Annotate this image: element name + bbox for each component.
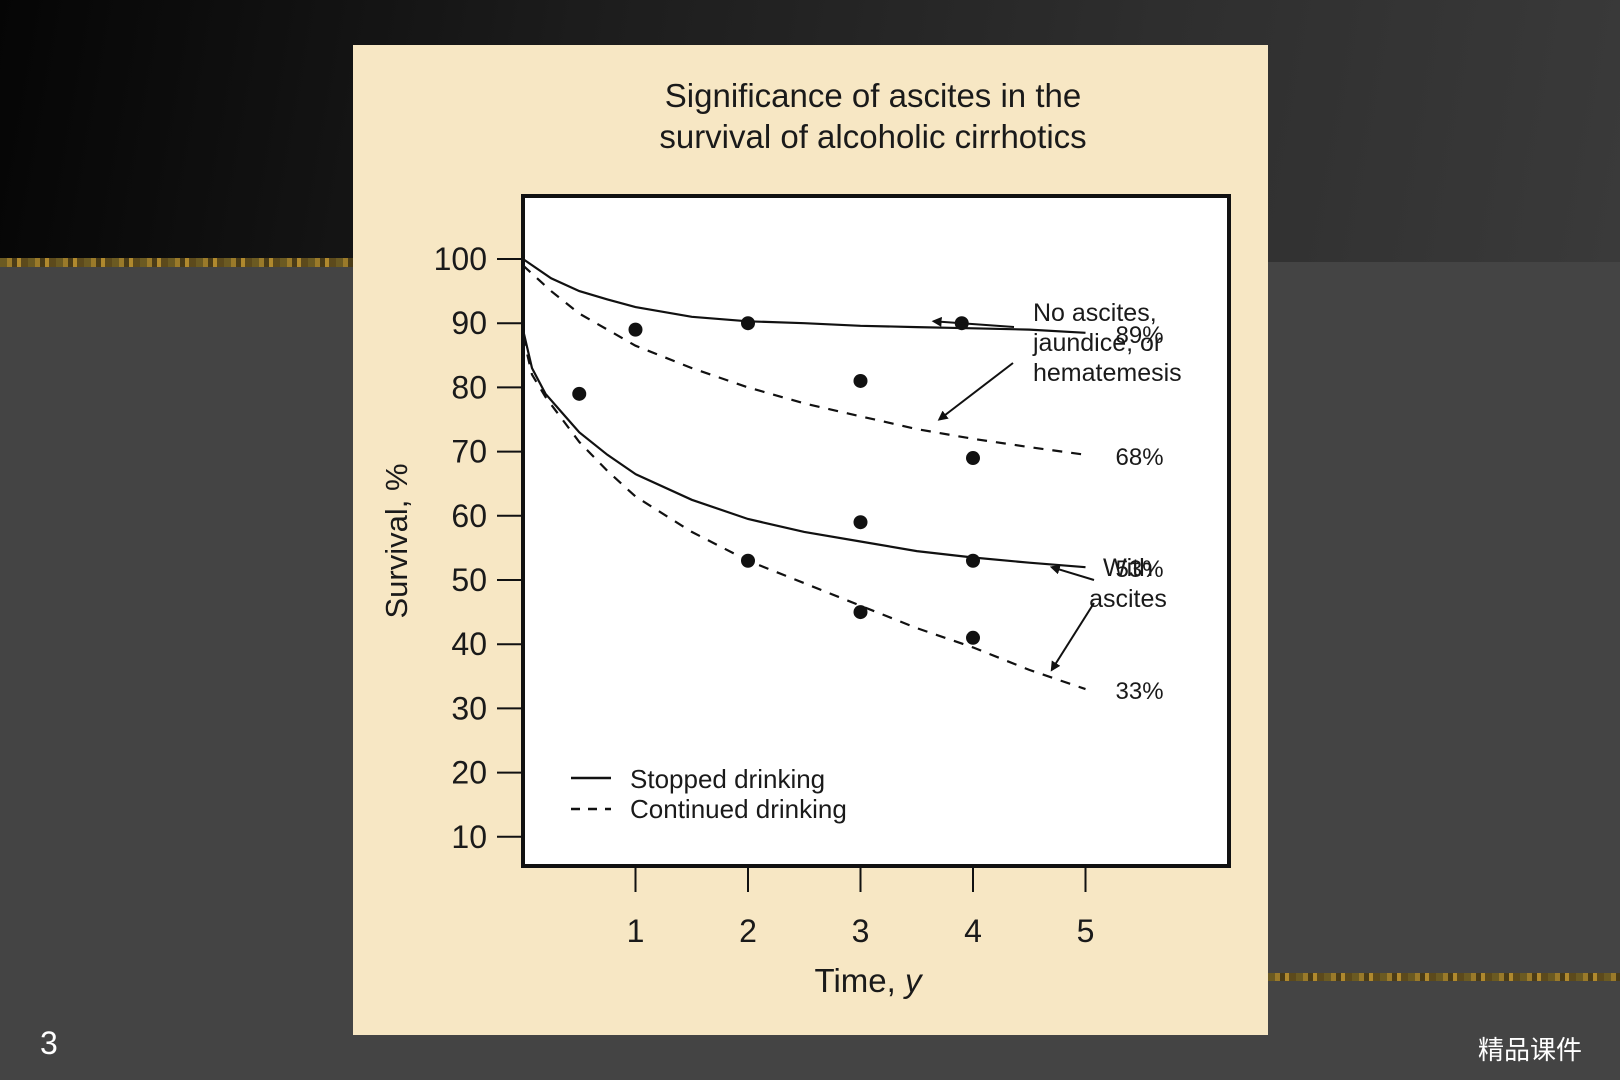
decorative-stripe-right (1268, 973, 1620, 981)
series-line-4 (521, 335, 1086, 691)
legend-label-stopped: Stopped drinking (630, 764, 825, 794)
data-point (741, 553, 755, 568)
x-tick-label: 5 (1077, 913, 1095, 949)
series-line-3 (521, 329, 1086, 569)
y-axis-label: Survival, % (379, 463, 414, 618)
series-end-label: 68% (1116, 444, 1164, 471)
y-tick-label: 80 (451, 369, 487, 405)
data-point (966, 553, 980, 568)
data-point (853, 515, 868, 530)
y-tick-label: 70 (451, 434, 487, 470)
series-end-label: 89% (1116, 322, 1164, 349)
data-point (966, 451, 980, 466)
series-end-label: 33% (1116, 678, 1164, 705)
chart-title-line-1: Significance of ascites in the (665, 77, 1081, 114)
slide-number: 3 (40, 1025, 58, 1061)
chart-title-line-2: survival of alcoholic cirrhotics (659, 118, 1086, 155)
x-tick-label: 1 (627, 913, 645, 949)
plot-layer: 10 20 30 40 50 60 70 80 90 100 1 2 3 4 5 89% 68% 53% 33% No… (434, 241, 1182, 949)
data-point (853, 373, 868, 388)
footer-label: 精品课件 (1477, 1036, 1582, 1066)
legend-label-continued: Continued drinking (630, 794, 847, 824)
annotation-text: With (1103, 554, 1153, 582)
data-point (966, 630, 980, 645)
plot-area (521, 194, 1231, 868)
y-tick-label: 40 (451, 626, 487, 662)
annotation-arrow (931, 316, 1015, 328)
annotation-arrow (937, 362, 1014, 421)
annotation-arrow (1049, 564, 1095, 581)
y-tick-label: 30 (451, 690, 487, 726)
annotation-text: jaundice, or (1032, 329, 1162, 357)
data-point (572, 386, 587, 401)
survival-chart: Significance of ascites in the survival … (379, 77, 1231, 999)
x-axis-label: Time, y (815, 962, 924, 999)
data-point (741, 316, 755, 331)
decorative-stripe-left (0, 258, 355, 267)
x-tick-label: 4 (964, 913, 982, 949)
data-point (628, 322, 643, 337)
annotation-text: hematemesis (1033, 359, 1182, 387)
y-tick-label: 10 (451, 819, 487, 855)
annotation-text: ascites (1089, 585, 1167, 613)
y-tick-label: 60 (451, 498, 487, 534)
chart-card: Significance of ascites in the survival … (353, 45, 1268, 1035)
x-axis-label-text: Time, (815, 962, 905, 999)
y-tick-label: 100 (434, 241, 487, 277)
x-tick-label: 3 (852, 913, 870, 949)
x-tick-label: 2 (739, 913, 757, 949)
series-end-label: 53% (1116, 556, 1164, 583)
annotation-text: No ascites, (1033, 299, 1157, 327)
annotation-arrow (1050, 602, 1095, 672)
y-tick-label: 50 (451, 562, 487, 598)
data-point (853, 605, 868, 620)
y-tick-label: 90 (451, 305, 487, 341)
y-tick-label: 20 (451, 755, 487, 791)
x-axis-label-unit: y (903, 962, 924, 999)
